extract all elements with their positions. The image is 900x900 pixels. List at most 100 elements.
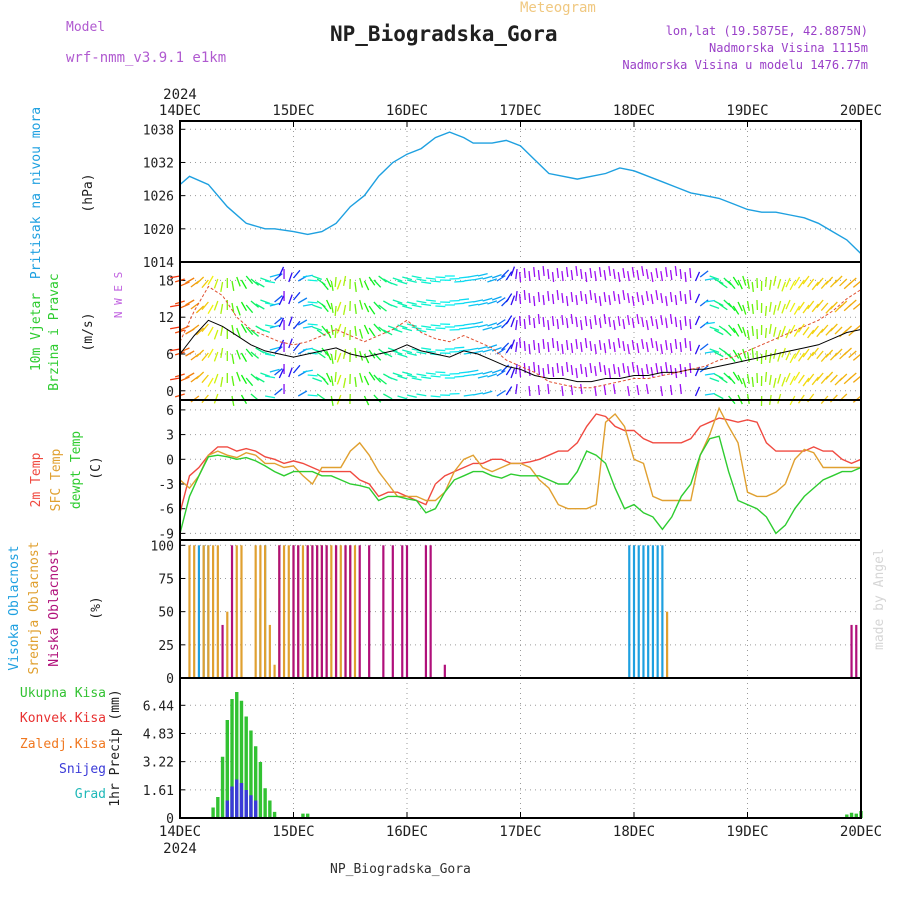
wind-barb bbox=[477, 345, 488, 350]
wind-barb bbox=[561, 343, 564, 355]
wind-barb bbox=[565, 361, 569, 373]
wind-barb bbox=[699, 299, 709, 307]
y-tick-label: 18 bbox=[158, 274, 174, 289]
niska-oblacnost-bar bbox=[382, 545, 385, 678]
y-tick-label: 3.22 bbox=[143, 756, 174, 771]
wind-barb bbox=[255, 281, 265, 288]
wind-barb bbox=[852, 353, 862, 361]
wind-barb bbox=[612, 364, 616, 375]
temperature-panel: -9 -6 -3 0 3 6 bbox=[158, 399, 862, 542]
wind-barb bbox=[307, 374, 318, 377]
wind-barb bbox=[397, 353, 408, 358]
niska-oblacnost-bar bbox=[278, 545, 281, 678]
wind-barb bbox=[421, 376, 432, 380]
wind-barb bbox=[547, 290, 550, 302]
wind-barb bbox=[551, 271, 555, 283]
wind-barb bbox=[213, 373, 219, 384]
wind-barb bbox=[207, 275, 214, 285]
wind-barb bbox=[435, 327, 446, 330]
srednja-oblacnost-bar bbox=[212, 545, 215, 678]
wind-barb bbox=[359, 299, 364, 310]
wind-barb bbox=[645, 342, 649, 353]
wind-barb bbox=[575, 367, 578, 379]
wind-barb bbox=[392, 277, 403, 282]
wind-barb bbox=[811, 303, 819, 313]
wind-barb bbox=[594, 293, 597, 304]
wind-barb bbox=[487, 344, 498, 349]
wind-barb bbox=[213, 300, 219, 311]
wind-barb bbox=[334, 349, 337, 361]
wind-barb bbox=[631, 362, 635, 373]
wind-barb bbox=[641, 339, 645, 350]
wind-barb bbox=[612, 269, 616, 280]
wind-barb bbox=[598, 267, 602, 278]
wind-barb bbox=[240, 352, 248, 362]
wind-barb bbox=[255, 376, 265, 383]
clouds-panel: 0 25 50 75 100 bbox=[151, 539, 862, 687]
wind-barb bbox=[631, 340, 635, 351]
wind-barb bbox=[631, 296, 635, 307]
wind-barb bbox=[704, 350, 715, 354]
wind-barb bbox=[704, 277, 715, 281]
wind-barb bbox=[848, 372, 857, 381]
wind-barb bbox=[515, 320, 518, 331]
wind-barb bbox=[250, 351, 260, 359]
wind-barb bbox=[231, 302, 235, 313]
wind-barb bbox=[406, 279, 417, 283]
wind-barb bbox=[622, 290, 626, 301]
visoka-oblacnost-bar bbox=[647, 545, 650, 678]
y-tick-label: 0 bbox=[166, 385, 174, 400]
wind-barb bbox=[575, 316, 578, 328]
wind-barb bbox=[302, 325, 313, 329]
niska-oblacnost-bar bbox=[292, 545, 295, 678]
wind-barb bbox=[477, 301, 488, 306]
wind-barb bbox=[387, 347, 398, 353]
wind-barb bbox=[473, 372, 484, 376]
wind-barb bbox=[220, 281, 224, 292]
wind-barb bbox=[636, 343, 640, 354]
srednja-oblacnost-bar bbox=[264, 545, 267, 678]
temp2m-ylabel: 2m Temp bbox=[29, 452, 44, 507]
wind-barb bbox=[820, 324, 829, 333]
wind-barb bbox=[392, 328, 403, 333]
wind-barb bbox=[213, 393, 219, 404]
x-tick-label-top: 14DEC bbox=[159, 103, 201, 119]
wind-barb bbox=[533, 266, 536, 278]
srednja-oblacnost-bar bbox=[193, 545, 196, 678]
wind-barb bbox=[435, 276, 446, 279]
wind-barb bbox=[589, 341, 593, 352]
niska-oblacnost-bar bbox=[443, 664, 446, 678]
srednja-oblacnost-bar bbox=[339, 545, 342, 678]
wind-barb bbox=[195, 327, 205, 336]
footer-station: NP_Biogradska_Gora bbox=[330, 862, 471, 877]
wind-barb bbox=[617, 272, 621, 283]
wind-barb bbox=[515, 364, 518, 375]
wind-barb bbox=[689, 318, 692, 330]
wind-barb bbox=[363, 353, 370, 364]
wind-barb bbox=[612, 342, 616, 353]
niska-oblacnost-bar bbox=[221, 624, 224, 678]
wind-barb bbox=[255, 303, 265, 310]
wind-barb bbox=[617, 316, 621, 327]
wind-barb bbox=[293, 320, 301, 330]
wind-barb bbox=[660, 366, 664, 377]
x-tick-label-bottom: 20DEC bbox=[840, 824, 882, 840]
x-tick-label-top: 16DEC bbox=[386, 103, 428, 119]
wind-barb bbox=[650, 338, 654, 349]
wind-barb bbox=[764, 305, 768, 317]
wind-barb bbox=[435, 349, 446, 352]
wind-barb bbox=[669, 292, 673, 303]
wind-barb bbox=[523, 340, 526, 352]
wind-barb bbox=[307, 394, 318, 397]
wind-barb bbox=[260, 299, 271, 305]
wind-barb bbox=[603, 270, 607, 281]
wind-barb bbox=[570, 342, 574, 354]
wind-barb bbox=[387, 281, 398, 287]
y-tick-label: 1038 bbox=[143, 123, 174, 138]
ukupna-kisa-bar bbox=[220, 756, 225, 818]
wind-barb bbox=[416, 393, 427, 397]
wind-barb bbox=[655, 319, 659, 330]
wind-barb bbox=[425, 328, 436, 331]
wind-barb bbox=[660, 293, 664, 304]
wind-barb bbox=[674, 265, 678, 277]
